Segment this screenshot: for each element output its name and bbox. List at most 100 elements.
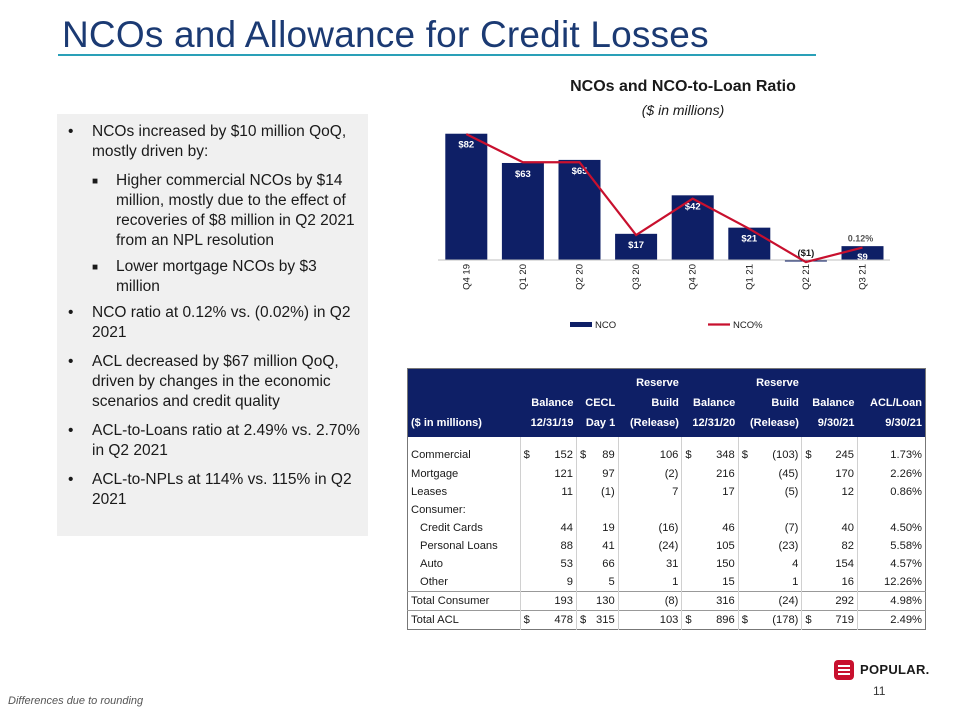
table-cell: (5) xyxy=(784,486,799,498)
sub-bullet-item: ■ Higher commercial NCOs by $14 million, … xyxy=(68,171,363,251)
table-cell: 0.86% xyxy=(890,486,922,498)
popular-logo: POPULAR. xyxy=(834,660,938,682)
currency-symbol: $ xyxy=(576,437,588,465)
table-header-cell: (Release) xyxy=(738,413,802,437)
table-header-row: ($ in millions) 12/31/19 Day 1 (Release) 12/… xyxy=(407,413,926,437)
legend-nco-label: NCO xyxy=(595,320,616,331)
table-row: Leases 11 (1) 7 17 (5) 12 0.86% xyxy=(408,483,926,501)
table-cell: 348 xyxy=(716,449,735,461)
table-header-cell: Reserve xyxy=(738,368,802,393)
legend-ncopct-label: NCO% xyxy=(733,320,763,331)
currency-symbol xyxy=(576,591,588,611)
currency-symbol xyxy=(857,610,869,630)
nco-bar-label: $21 xyxy=(741,234,758,245)
currency-symbol xyxy=(617,573,630,592)
table-cell xyxy=(813,501,857,519)
currency-symbol xyxy=(617,591,630,611)
table-cell: 150 xyxy=(716,558,735,570)
table-row: Total ACL $478 $315 103 $896 $ (178) $719 2.49% xyxy=(407,610,926,630)
table-cell: 53 xyxy=(560,558,573,570)
table-header-cell xyxy=(520,368,577,393)
table-cell: 478 xyxy=(531,610,577,630)
currency-symbol xyxy=(801,501,814,519)
currency-symbol: $ xyxy=(737,437,750,465)
nco-bar xyxy=(445,133,488,260)
row-label: Other xyxy=(420,576,448,588)
bullet-marker-icon: • xyxy=(68,123,74,140)
currency-symbol xyxy=(576,537,588,555)
currency-symbol xyxy=(519,555,532,573)
currency-symbol xyxy=(617,483,630,501)
logo-mark-icon xyxy=(834,660,854,680)
nco-ratio-line xyxy=(465,133,863,264)
x-tick-label: Q3 20 xyxy=(631,264,642,290)
nco-bar-label: $9 xyxy=(857,252,868,263)
bullet-marker-icon: • xyxy=(68,353,74,370)
currency-symbol xyxy=(617,519,630,537)
table-cell: 88 xyxy=(560,540,573,552)
currency-symbol xyxy=(576,519,588,537)
row-label: Personal Loans xyxy=(420,540,498,552)
currency-symbol xyxy=(681,465,694,483)
table-cell: 315 xyxy=(587,610,619,630)
bullet-text: ACL-to-NPLs at 114% vs. 115% in Q2 2021 xyxy=(92,471,352,508)
bullet-text: NCOs increased by $10 million QoQ, mostl… xyxy=(92,123,347,160)
table-header-cell xyxy=(801,368,858,393)
table-cell: (16) xyxy=(658,522,679,534)
currency-symbol xyxy=(857,465,869,483)
nco-bar-label: $82 xyxy=(458,140,474,151)
currency-symbol xyxy=(801,483,814,501)
bullet-item: • ACL-to-NPLs at 114% vs. 115% in Q2 2021 xyxy=(68,470,363,510)
sub-bullet-item: ■ Lower mortgage NCOs by $3 million xyxy=(68,257,363,297)
bullet-marker-icon: ■ xyxy=(92,262,99,273)
currency-symbol xyxy=(857,501,869,519)
table-cell: (23) xyxy=(778,540,799,552)
table-cell: 216 xyxy=(716,468,735,480)
table-header-cell xyxy=(681,368,739,393)
currency-symbol xyxy=(857,555,869,573)
table-header-cell xyxy=(407,368,521,393)
row-label: Mortgage xyxy=(411,468,459,480)
currency-symbol: $ xyxy=(801,437,814,465)
legend-nco-swatch xyxy=(570,322,592,327)
table-cell: 106 xyxy=(659,449,679,461)
currency-symbol xyxy=(857,519,869,537)
table-cell: 154 xyxy=(835,558,854,570)
table-cell: 121 xyxy=(554,468,573,480)
table-cell: 4.98% xyxy=(869,591,926,611)
table-cell: 1 xyxy=(792,576,799,588)
currency-symbol xyxy=(801,537,814,555)
table-header-cell: Balance xyxy=(520,393,577,413)
bullet-text: ACL-to-Loans ratio at 2.49% vs. 2.70% in… xyxy=(92,422,360,459)
table-cell: 719 xyxy=(813,610,858,630)
currency-symbol xyxy=(519,483,532,501)
table-header-cell: ($ in millions) xyxy=(407,413,521,437)
currency-symbol xyxy=(576,483,588,501)
currency-symbol xyxy=(681,555,694,573)
x-tick-label: Q4 20 xyxy=(688,264,699,290)
currency-symbol: $ xyxy=(681,437,694,465)
table-row: Credit Cards 44 19 (16) 46 (7) 40 4.50% xyxy=(408,519,926,537)
table-cell: 1 xyxy=(672,576,679,588)
currency-symbol: $ xyxy=(519,610,532,630)
x-tick-label: Q4 19 xyxy=(461,264,472,290)
table-cell: 19 xyxy=(602,522,615,534)
currency-symbol xyxy=(617,437,630,465)
currency-symbol: $ xyxy=(681,610,694,630)
table-header-cell xyxy=(857,368,926,393)
nco-bar xyxy=(784,260,827,262)
table-cell: 66 xyxy=(602,558,615,570)
table-header-cell: CECL xyxy=(576,393,619,413)
currency-symbol xyxy=(857,537,869,555)
table-cell: 31 xyxy=(665,558,679,570)
table-cell: 15 xyxy=(722,576,735,588)
currency-symbol xyxy=(737,465,750,483)
nco-bar xyxy=(615,233,658,260)
table-header-cell: Balance xyxy=(801,393,858,413)
table-cell xyxy=(693,501,738,519)
currency-symbol xyxy=(857,437,869,465)
table-row: Total Consumer 193 130 (8) 316 (24) 292 4.98% xyxy=(407,591,926,611)
currency-symbol xyxy=(801,465,814,483)
table-cell xyxy=(532,501,577,519)
currency-symbol xyxy=(737,501,750,519)
